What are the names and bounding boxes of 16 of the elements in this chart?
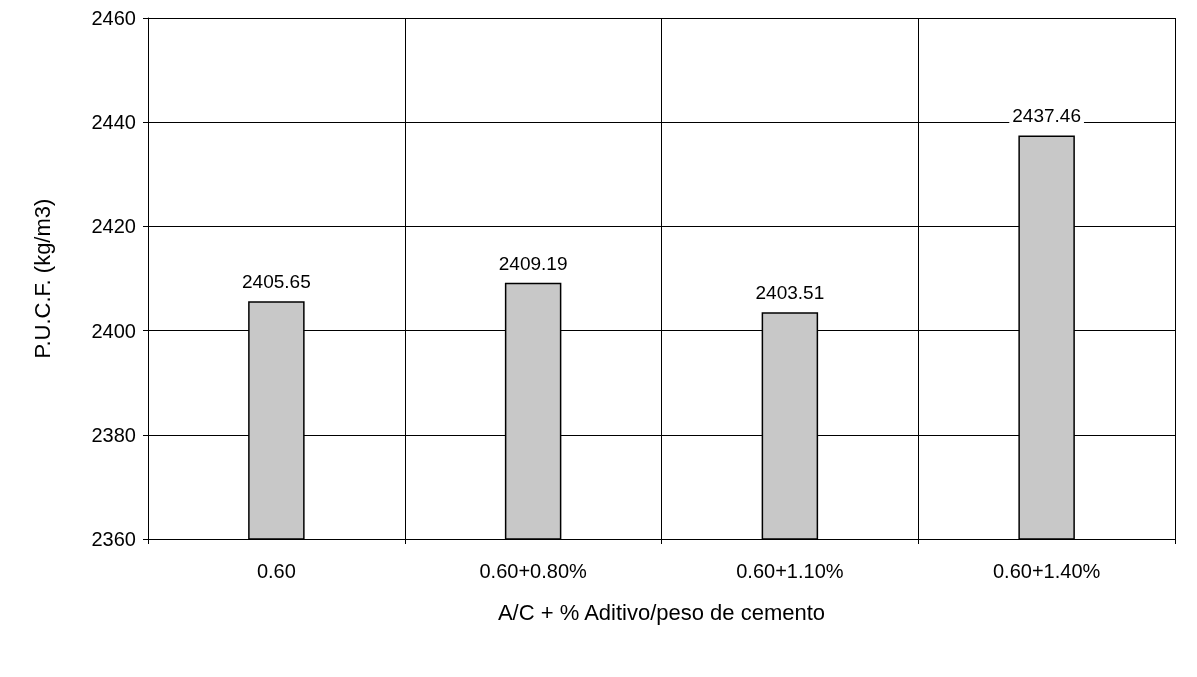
data-label: 2405.65: [242, 271, 311, 293]
data-label: 2409.19: [498, 252, 568, 274]
y-tick-label: 2440: [91, 111, 136, 134]
x-tick-label: 0.60: [256, 560, 296, 582]
x-axis-title: A/C + % Aditivo/peso de cemento: [497, 599, 826, 625]
y-tick-label: 2460: [91, 7, 136, 29]
y-tick-label: 2380: [91, 423, 136, 446]
y-axis-title: P.U.C.F. (kg/m3): [29, 198, 55, 359]
y-tick-label: 2400: [91, 319, 136, 342]
x-tick-label: 0.60+0.80%: [479, 560, 587, 582]
y-tick-label: 2360: [91, 528, 136, 550]
data-label: 2403.51: [755, 282, 825, 304]
y-tick-label: 2420: [91, 215, 136, 238]
x-tick-label: 0.60+1.10%: [736, 560, 844, 582]
x-tick-label: 0.60+1.40%: [992, 560, 1101, 582]
data-label: 2437.46: [1012, 105, 1081, 127]
